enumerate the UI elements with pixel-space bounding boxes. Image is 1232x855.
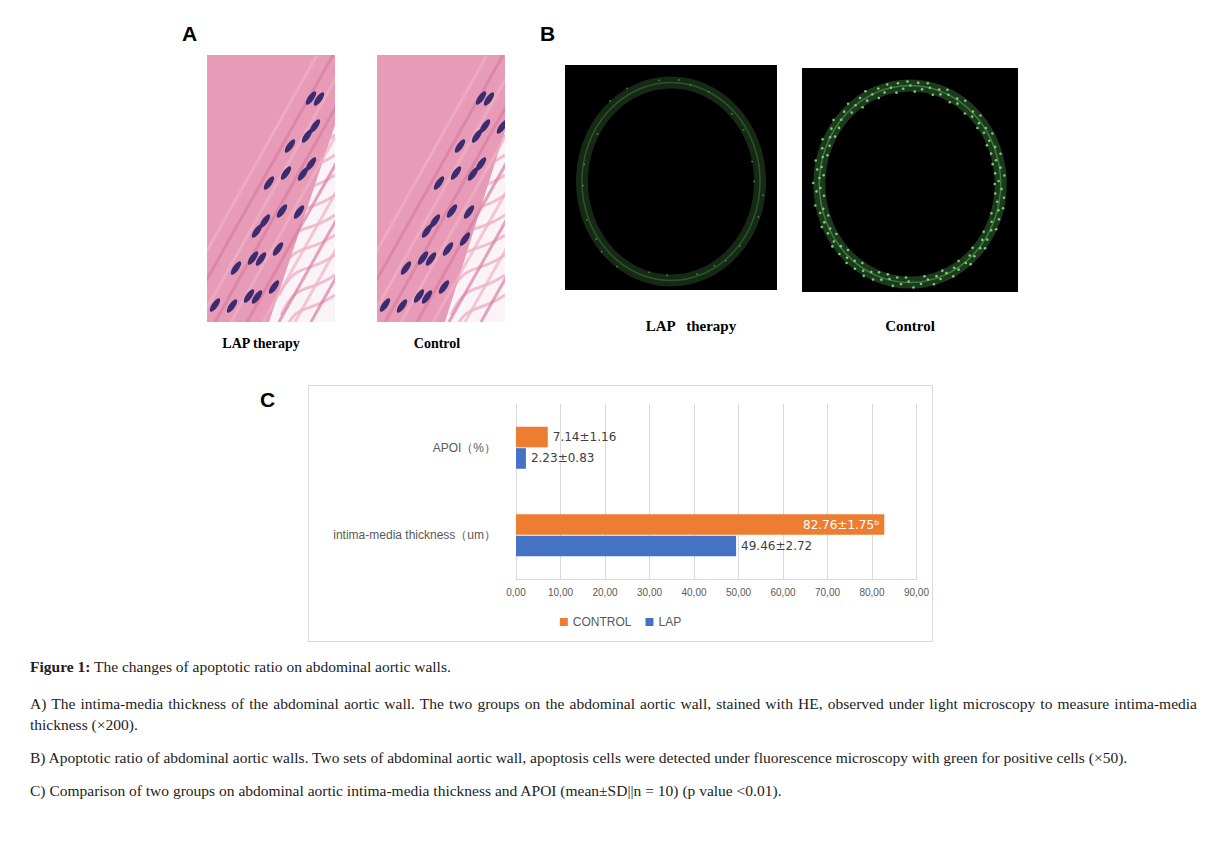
html-text:LAP therapy: LAP therapy xyxy=(645,318,737,334)
svg-text:2.23±0.83: 2.23±0.83 xyxy=(531,451,595,465)
html-text:C: C xyxy=(260,388,276,411)
svg-text:intima-media thickness（um）: intima-media thickness（um） xyxy=(333,528,496,542)
svg-text:80,00: 80,00 xyxy=(859,587,884,598)
svg-text:20,00: 20,00 xyxy=(592,587,617,598)
svg-text:50,00: 50,00 xyxy=(726,587,751,598)
html-text:A: A xyxy=(182,22,198,45)
html-text:Control: Control xyxy=(885,318,935,334)
svg-text:10,00: 10,00 xyxy=(548,587,573,598)
svg-text:7.14±1.16: 7.14±1.16 xyxy=(553,430,617,444)
html-text:A) The intima-media thickness: A) The intima-media thickness of the abd… xyxy=(30,695,1197,733)
html-text:C) Comparison of two groups on: C) Comparison of two groups on abdominal… xyxy=(30,782,782,799)
svg-text:49.46±2.72: 49.46±2.72 xyxy=(741,539,812,553)
svg-text:40,00: 40,00 xyxy=(681,587,706,598)
svg-text:90,00: 90,00 xyxy=(904,587,929,598)
html-text:Control: Control xyxy=(413,336,461,351)
svg-text:CONTROL: CONTROL xyxy=(573,615,632,629)
svg-text:APOI（%）: APOI（%） xyxy=(433,441,496,455)
html-text:B) Apoptotic ratio of abdomina: B) Apoptotic ratio of abdominal aortic w… xyxy=(30,749,1128,766)
html-text:Figure 1: The changes of apopt: Figure 1: The changes of apoptotic ratio… xyxy=(30,658,451,675)
html-text:B: B xyxy=(540,22,556,45)
svg-text:0,00: 0,00 xyxy=(506,587,526,598)
svg-text:LAP: LAP xyxy=(658,615,681,629)
html-text:LAP therapy: LAP therapy xyxy=(222,336,300,351)
svg-text:70,00: 70,00 xyxy=(815,587,840,598)
svg-text:82.76±1.75ᵇ: 82.76±1.75ᵇ xyxy=(803,518,879,532)
svg-text:60,00: 60,00 xyxy=(770,587,795,598)
svg-text:30,00: 30,00 xyxy=(637,587,662,598)
